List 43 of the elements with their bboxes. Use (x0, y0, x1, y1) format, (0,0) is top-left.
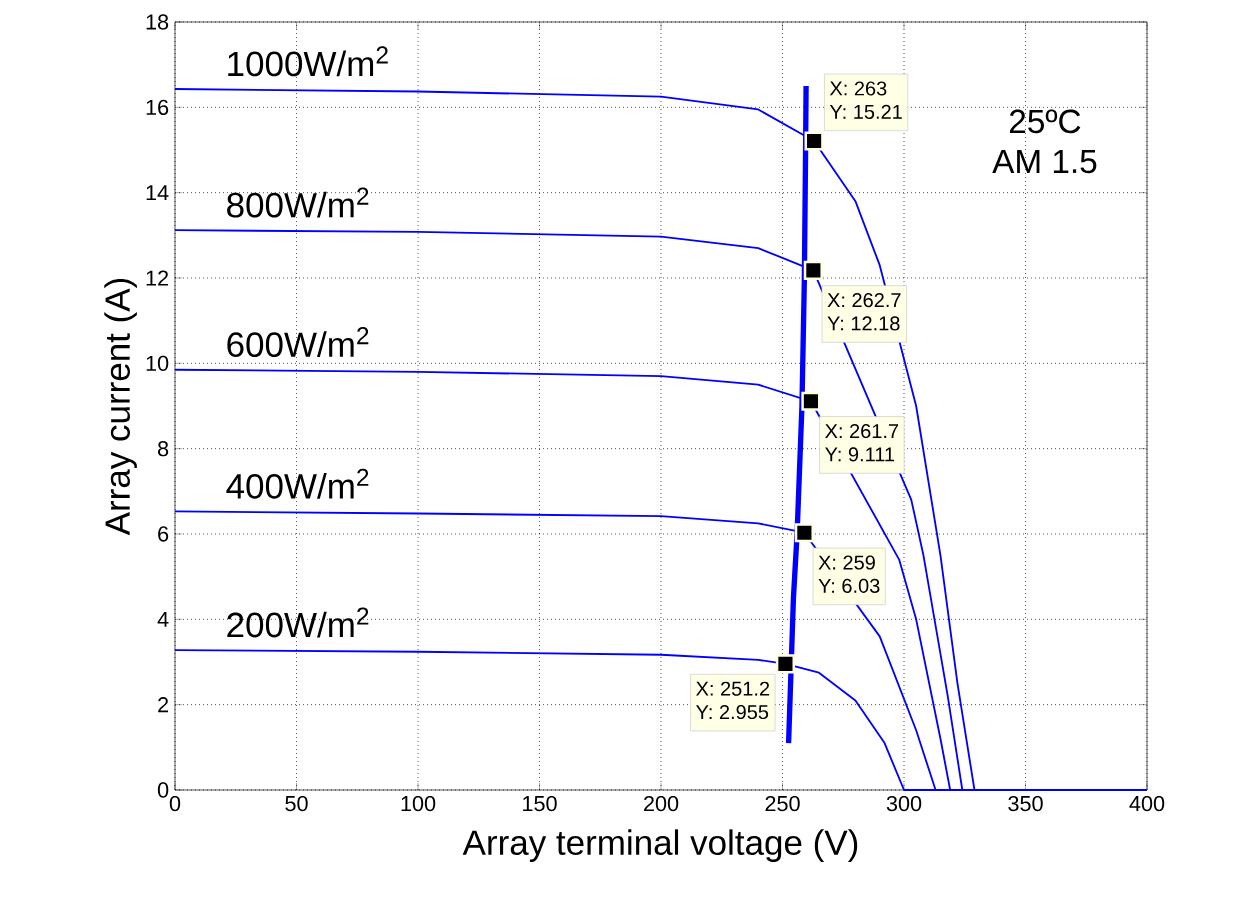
annotation: Y: 15.21 (829, 104, 902, 119)
annotation: X: 262.7 (827, 293, 901, 308)
x-tick-label: 100 (401, 795, 436, 812)
y-tick-label: 16 (146, 99, 169, 115)
annotation: AM 1.5 (992, 149, 1097, 174)
annotation: Y: 6.03 (818, 578, 880, 593)
series-label: 200W/m$^{2}$ (227, 607, 369, 638)
y-tick-label: 12 (146, 270, 169, 286)
annotation: X: 261.7 (825, 423, 899, 439)
annotation: X: 263 (829, 81, 887, 96)
annotation: 25ºC (1009, 109, 1081, 134)
y-tick-label: 10 (146, 355, 169, 371)
x-tick-label: 350 (1008, 795, 1043, 812)
x-tick-label: 250 (765, 795, 800, 812)
x-axis-title: Array terminal voltage (V) (462, 829, 858, 862)
series-label: 400W/m$^{2}$ (226, 468, 369, 499)
y-tick-label: 18 (146, 14, 169, 30)
point (801, 391, 821, 411)
x-tick-label: 300 (886, 795, 922, 812)
annotation: Y: 12.18 (827, 316, 900, 331)
y-tick-label: 6 (158, 526, 169, 542)
point (804, 131, 824, 151)
series-label: 800W/m$^{2}$ (227, 187, 369, 218)
annotation: X: 251.2 (696, 681, 770, 696)
y-tick-label: 8 (158, 440, 169, 457)
x-tick-label: 150 (523, 795, 557, 812)
annotation: Y: 2.955 (696, 704, 769, 720)
point (803, 260, 823, 280)
y-tick-label: 0 (157, 782, 169, 798)
y-axis-title: Array current (A) (104, 278, 137, 536)
annotation: X: 259 (818, 555, 875, 570)
point (775, 654, 795, 674)
y-tick-label: 2 (158, 697, 169, 713)
x-tick-label: 0 (169, 795, 181, 812)
annotation: Y: 9.111 (825, 447, 895, 462)
x-tick-label: 50 (285, 795, 308, 812)
series-label: 600W/m$^{2}$ (227, 327, 369, 358)
y-tick-label: 4 (157, 611, 169, 627)
point (794, 523, 814, 543)
series-label: 1000W/m$^{2}$ (228, 46, 388, 77)
x-tick-label: 200 (644, 795, 679, 812)
y-tick-label: 14 (146, 185, 169, 201)
x-tick-label: 400 (1129, 795, 1165, 812)
